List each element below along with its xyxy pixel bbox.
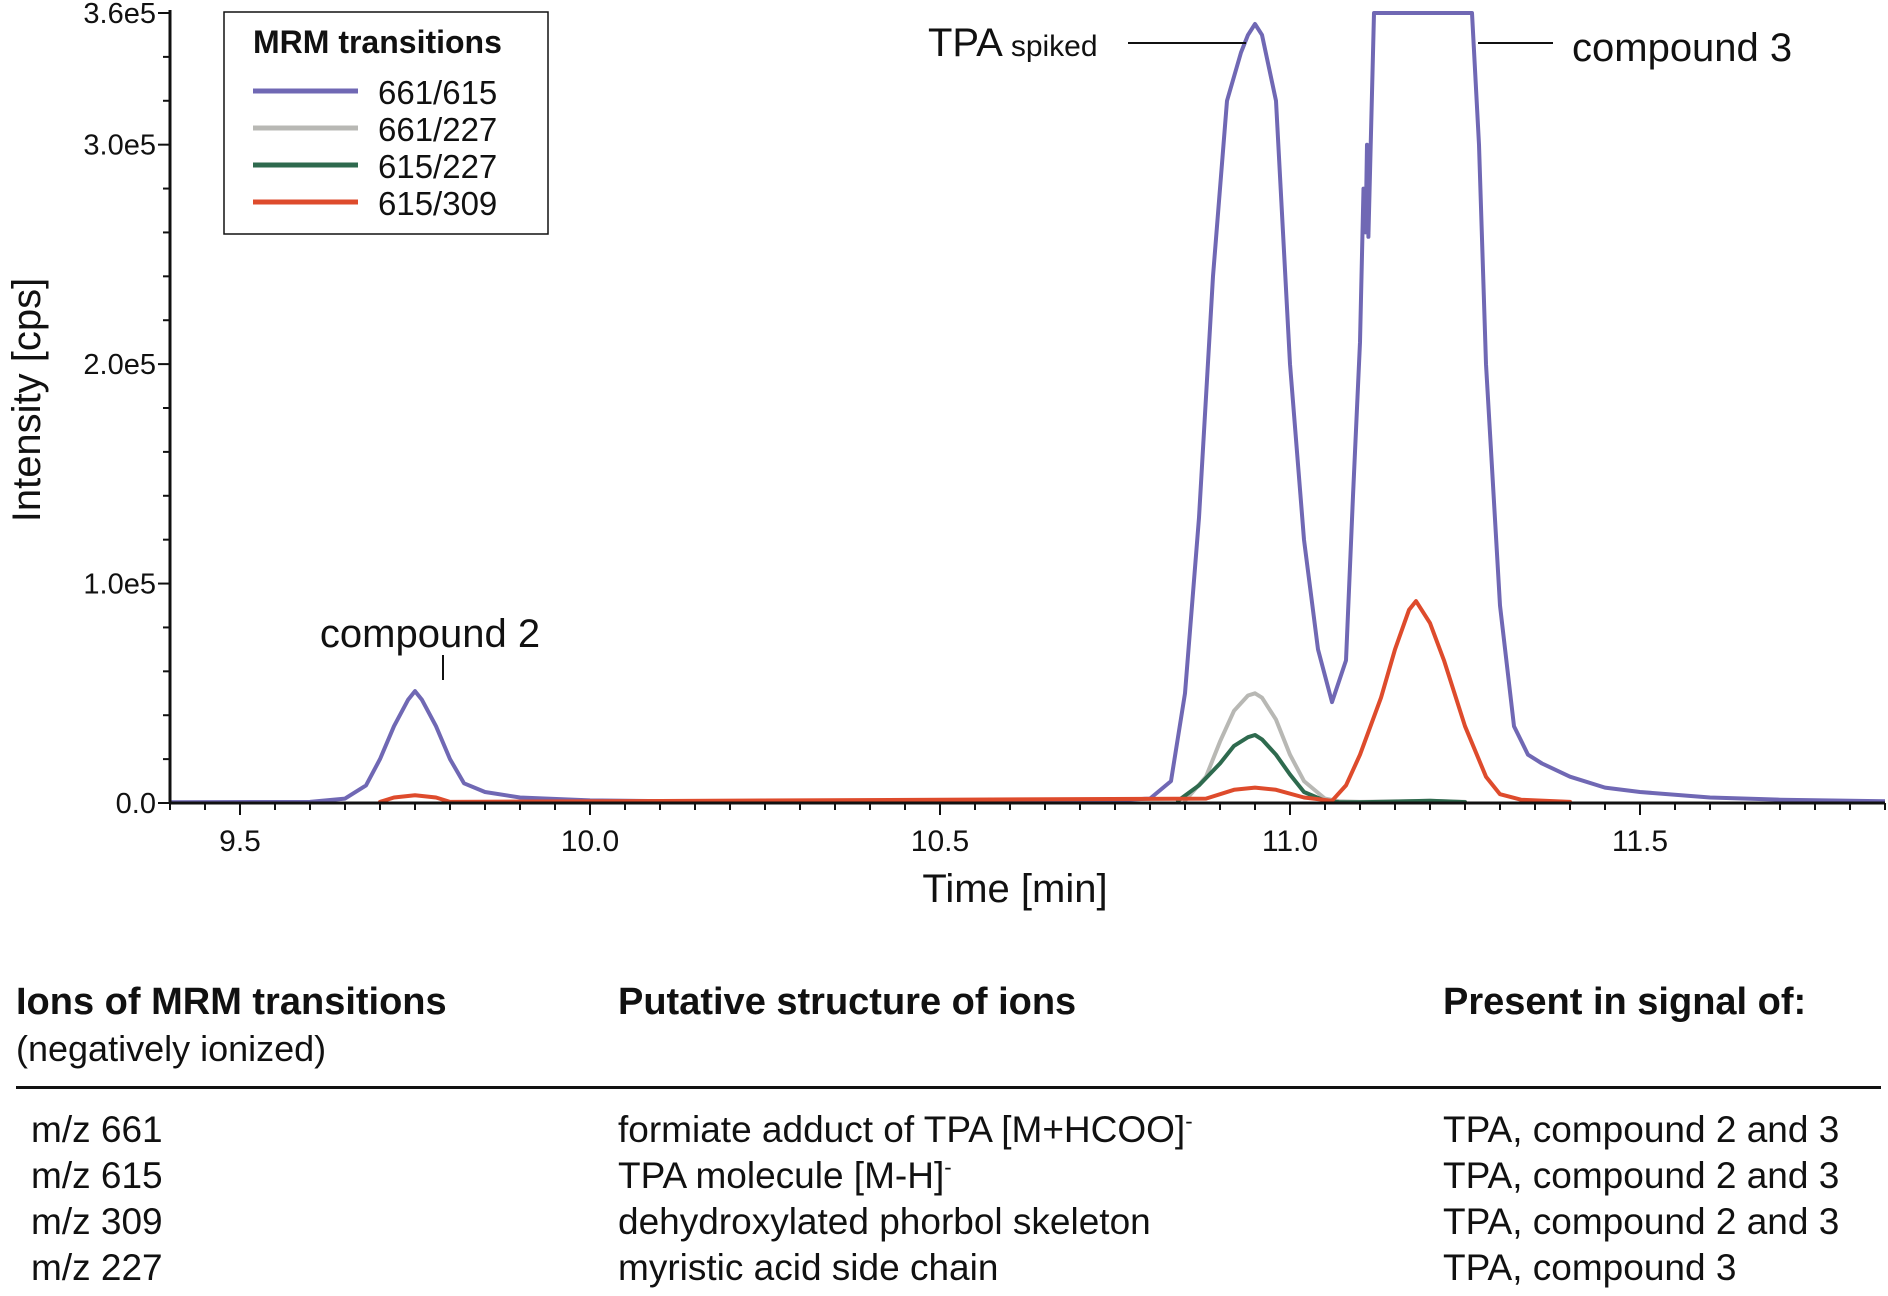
annotation-compound-3: compound 3 xyxy=(1478,26,1792,70)
series-line-661-227 xyxy=(1183,691,1467,804)
structure-cell: dehydroxylated phorbol skeleton xyxy=(618,1201,1151,1242)
table-header-present: Present in signal of: xyxy=(1443,981,1807,1023)
annotation-tpa-main: TPA spiked xyxy=(928,21,1098,65)
y-axis-label: Intensity [cps] xyxy=(5,278,49,523)
annotation-tpa-sub: spiked xyxy=(1011,30,1098,63)
legend-title: MRM transitions xyxy=(253,24,502,60)
legend-box xyxy=(223,11,549,235)
present-cell: TPA, compound 2 and 3 xyxy=(1443,1109,1840,1150)
table-header-structure: Putative structure of ions xyxy=(618,981,1077,1023)
ion-cell: m/z 615 xyxy=(31,1155,163,1196)
y-tick-label: 0.0 xyxy=(116,788,156,820)
present-cell: TPA, compound 2 and 3 xyxy=(1443,1201,1840,1242)
series-line-615-309 xyxy=(378,599,1572,804)
legend-entry-661-615: 661/615 xyxy=(378,74,497,111)
ion-cell: m/z 227 xyxy=(31,1247,163,1288)
structure-cell: myristic acid side chain xyxy=(618,1247,999,1288)
x-axis-label: Time [min] xyxy=(922,867,1107,911)
x-tick-label: 10.5 xyxy=(911,825,969,858)
present-cell: TPA, compound 3 xyxy=(1443,1247,1737,1288)
present-cell: TPA, compound 2 and 3 xyxy=(1443,1155,1840,1196)
annotation-compound-2: compound 2 xyxy=(320,612,540,680)
y-tick-label: 2.0e5 xyxy=(83,349,156,381)
chromatogram-chart: 9.5 10.0 10.5 11.0 11.5 0.0 1.0e5 2.0e5 3.0e5 3.6… xyxy=(5,0,1886,911)
charge-superscript: - xyxy=(1185,1108,1193,1134)
series-line-661-615 xyxy=(170,11,1885,805)
x-tick-label: 9.5 xyxy=(219,825,261,858)
structure-cell: TPA molecule [M-H]- xyxy=(618,1154,952,1196)
annotation-tpa-spiked: TPA spiked xyxy=(928,21,1246,65)
charge-superscript: - xyxy=(944,1154,952,1180)
legend-entry-661-227: 661/227 xyxy=(378,111,497,148)
legend-entry-615-227: 615/227 xyxy=(378,148,497,185)
ion-cell: m/z 661 xyxy=(31,1109,163,1150)
annotation-compound-3-label: compound 3 xyxy=(1572,26,1792,70)
legend: MRM transitions 661/615 661/227 615/227 … xyxy=(223,11,549,235)
x-tick-label: 11.0 xyxy=(1262,825,1318,858)
ion-cell: m/z 309 xyxy=(31,1201,163,1242)
series-layer xyxy=(170,11,1885,805)
x-tick-label: 11.5 xyxy=(1612,825,1668,858)
ticks-layer: 9.5 10.0 10.5 11.0 11.5 0.0 1.0e5 2.0e5 3.0e5 3.6… xyxy=(83,0,1886,858)
annotation-compound-2-label: compound 2 xyxy=(320,612,540,656)
structure-cell: formiate adduct of TPA [M+HCOO]- xyxy=(618,1108,1193,1150)
y-tick-label: 3.0e5 xyxy=(83,130,156,162)
y-tick-label: 1.0e5 xyxy=(83,569,156,601)
legend-entry-615-309: 615/309 xyxy=(378,185,497,222)
table-header-ions: Ions of MRM transitions xyxy=(16,981,447,1023)
y-tick-label: 3.6e5 xyxy=(83,0,156,30)
table-divider xyxy=(16,1086,1881,1089)
x-tick-label: 10.0 xyxy=(561,825,619,858)
table-header-ions-sub: (negatively ionized) xyxy=(16,1028,327,1069)
